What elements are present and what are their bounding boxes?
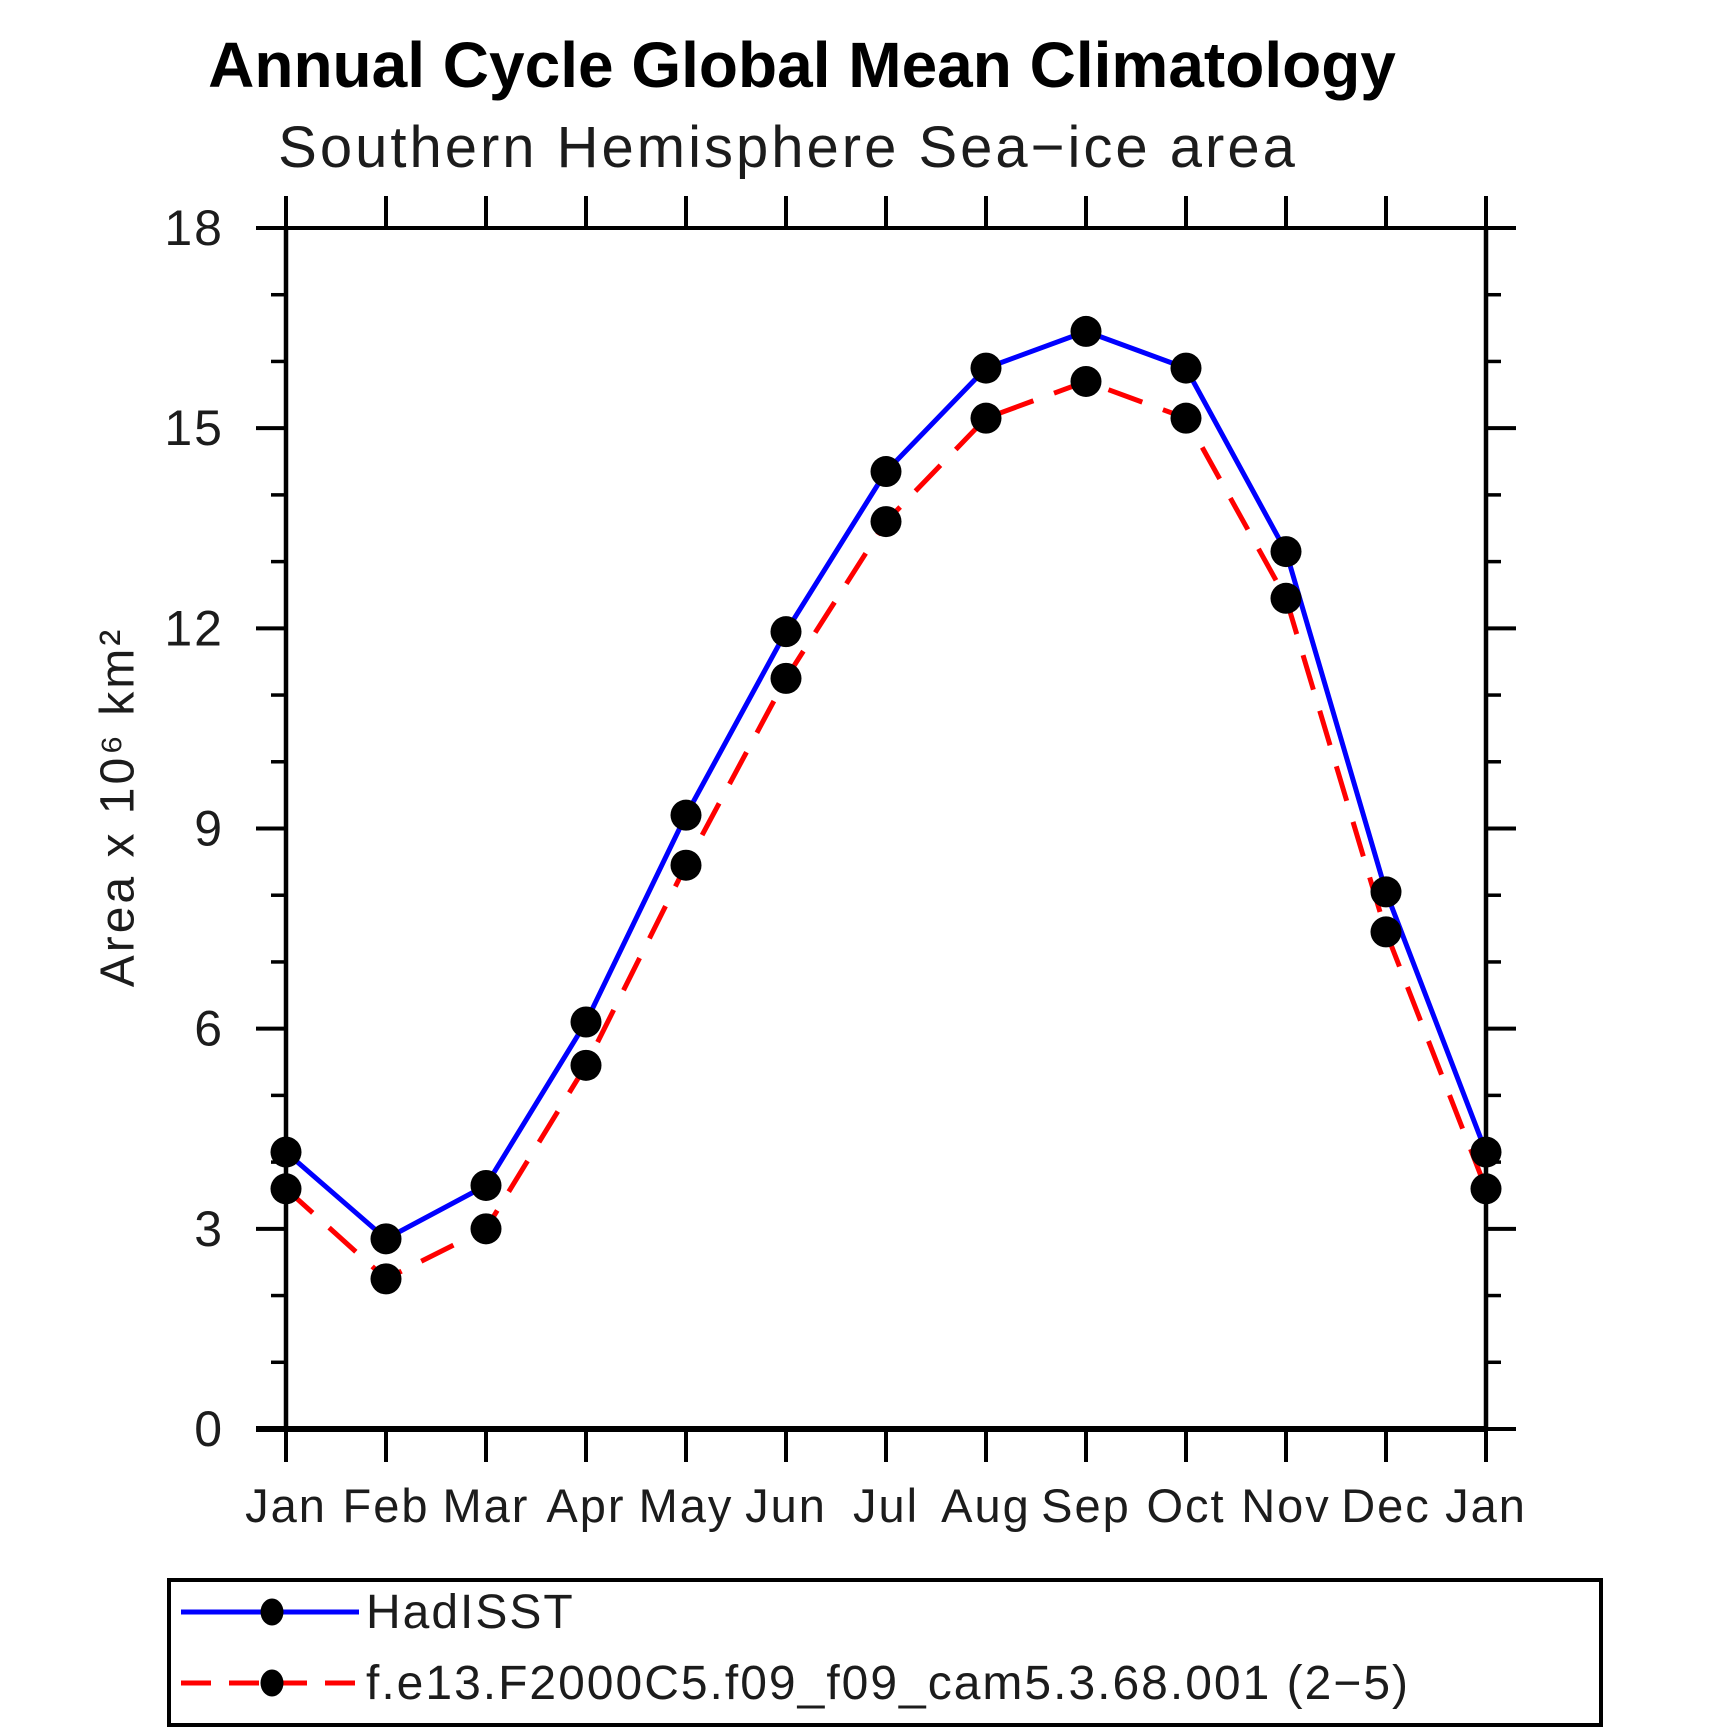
legend-marker — [260, 1669, 284, 1697]
data-point-marker — [670, 849, 702, 881]
x-tick-label: Nov — [1241, 1479, 1331, 1532]
data-point-marker — [1070, 365, 1102, 397]
x-tick-label: Aug — [941, 1479, 1031, 1532]
legend-row-model: f.e13.F2000C5.f09_f09_cam5.3.68.001 (2−5… — [177, 1657, 1410, 1710]
data-point-marker — [970, 402, 1002, 434]
chart-title: Annual Cycle Global Mean Climatology — [208, 29, 1396, 101]
x-tick-label: Mar — [443, 1479, 530, 1532]
legend-swatch — [181, 1598, 359, 1626]
data-point-marker — [1070, 315, 1102, 347]
data-point-marker — [570, 1049, 602, 1081]
x-tick-label: Oct — [1146, 1479, 1225, 1532]
x-tick-label: Feb — [343, 1479, 430, 1532]
data-point-marker — [670, 799, 702, 831]
x-tick-label: Sep — [1041, 1479, 1131, 1532]
data-point-marker — [1270, 582, 1302, 614]
x-tick-label: Jul — [853, 1479, 919, 1532]
chart-subtitle: Southern Hemisphere Sea−ice area — [278, 115, 1298, 180]
data-point-marker — [970, 352, 1002, 384]
legend-label: HadISST — [366, 1585, 575, 1639]
legend-label: f.e13.F2000C5.f09_f09_cam5.3.68.001 (2−5… — [366, 1656, 1411, 1710]
data-point-marker — [1370, 916, 1402, 948]
data-point-marker — [1470, 1173, 1502, 1205]
legend-marker — [260, 1598, 284, 1626]
data-point-marker — [270, 1173, 302, 1205]
data-point-marker — [270, 1136, 302, 1168]
y-tick-label: 9 — [194, 801, 224, 857]
x-tick-label: May — [639, 1479, 734, 1532]
x-tick-label: Jun — [745, 1479, 827, 1532]
data-point-marker — [1270, 536, 1302, 568]
x-tick-label: Jan — [1445, 1479, 1527, 1532]
data-point-marker — [870, 506, 902, 538]
data-point-marker — [870, 456, 902, 488]
data-point-marker — [770, 662, 802, 694]
y-tick-label: 0 — [194, 1401, 224, 1457]
x-tick-label: Apr — [546, 1479, 625, 1532]
x-tick-label: Dec — [1341, 1479, 1431, 1532]
data-point-marker — [370, 1223, 402, 1255]
y-tick-label: 18 — [164, 200, 224, 256]
x-tick-label: Jan — [245, 1479, 327, 1532]
data-point-marker — [370, 1263, 402, 1295]
y-tick-label: 15 — [164, 400, 224, 456]
data-point-marker — [470, 1213, 502, 1245]
data-point-marker — [1370, 876, 1402, 908]
data-point-marker — [770, 616, 802, 648]
legend-box: HadISST f.e13.F2000C5.f09_f09_cam5.3.68.0… — [167, 1578, 1603, 1727]
data-point-marker — [1470, 1136, 1502, 1168]
legend-swatch — [181, 1669, 359, 1697]
y-tick-label: 3 — [194, 1201, 224, 1257]
data-point-marker — [1170, 352, 1202, 384]
data-point-marker — [570, 1006, 602, 1038]
data-point-marker — [470, 1169, 502, 1201]
y-tick-label: 12 — [164, 600, 224, 656]
legend-row-hadisst: HadISST — [177, 1586, 575, 1639]
data-point-marker — [1170, 402, 1202, 434]
y-tick-label: 6 — [194, 1001, 224, 1057]
